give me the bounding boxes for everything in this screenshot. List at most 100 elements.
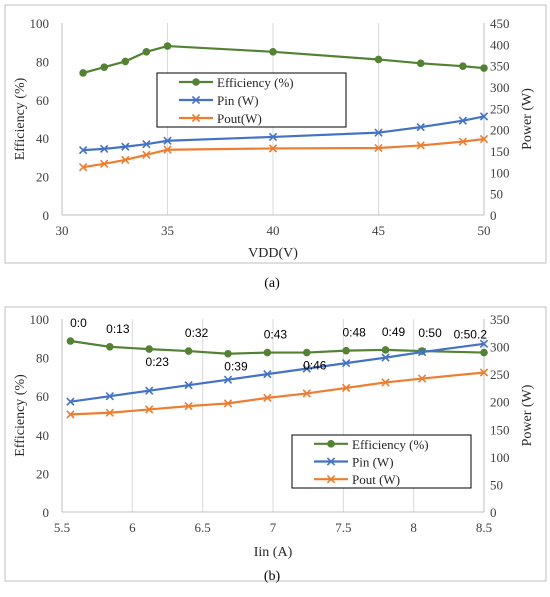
data-point-efficiency — [269, 48, 277, 56]
data-label: 0:39 — [224, 360, 248, 374]
data-point-pout-w — [263, 393, 272, 403]
data-point-pin-w — [341, 358, 351, 368]
data-point-efficiency — [142, 48, 151, 56]
series-line-pin-w — [83, 115, 485, 152]
data-point-pin-w — [163, 136, 172, 145]
data-point-pout-w — [479, 134, 489, 144]
data-point-pout-w — [417, 374, 427, 383]
y2-tick-label: 300 — [490, 340, 510, 355]
legend-label-pin-w: Pin (W) — [217, 93, 259, 108]
figure-caption: (a) — [264, 276, 280, 291]
y2-tick-label: 100 — [490, 450, 510, 465]
data-point-pout-w — [100, 159, 109, 168]
data-point-pin-w — [416, 122, 425, 132]
y-axis-title: Efficiency (%) — [13, 77, 28, 160]
chart-panel-b: 5.5 6 6.5 7 7.5 8 8.50204060801000501001502002… — [4, 306, 547, 584]
data-point-pout-w — [458, 137, 468, 146]
data-point-pin-w — [142, 140, 151, 149]
y2-axis-title: Power (W) — [520, 384, 535, 446]
y2-tick-label: 300 — [490, 80, 510, 95]
legend-label-pin-w: Pin (W) — [352, 455, 394, 470]
y-tick-label: 60 — [36, 389, 49, 404]
x-tick-label: 6.5 — [195, 520, 211, 535]
y-tick-label: 100 — [30, 312, 50, 327]
data-label: 0:43 — [264, 328, 288, 342]
y2-tick-label: 100 — [490, 165, 510, 180]
y-tick-label: 0 — [43, 505, 50, 520]
data-point-pin-w — [263, 369, 272, 379]
data-point-efficiency — [480, 348, 488, 357]
data-point-pout-w — [374, 143, 383, 153]
legend-marker-pin-w — [191, 95, 201, 105]
data-point-efficiency — [224, 349, 232, 358]
data-point-efficiency — [79, 69, 87, 77]
y2-tick-label: 250 — [490, 101, 510, 116]
data-point-pout-w — [142, 150, 151, 160]
y-tick-label: 80 — [36, 54, 49, 69]
data-label: 0:50 — [418, 326, 442, 340]
y2-tick-label: 0 — [490, 208, 497, 223]
data-point-pin-w — [417, 347, 427, 357]
x-tick-label: 8.5 — [476, 520, 492, 535]
y2-tick-label: 350 — [490, 59, 510, 74]
legend-marker-efficiency — [327, 440, 335, 448]
data-label: 0:13 — [106, 322, 130, 336]
x-tick-label: 5.5 — [54, 520, 70, 535]
x-axis-title: Iin (A) — [254, 545, 293, 560]
data-point-pout-w — [121, 155, 130, 165]
y2-tick-label: 400 — [490, 37, 510, 52]
legend-label-efficiency: Efficiency (%) — [217, 75, 294, 90]
y2-tick-label: 50 — [490, 187, 503, 202]
legend-marker-pout-w — [191, 113, 201, 123]
data-point-pin-w — [66, 397, 75, 406]
data-point-pout-w — [66, 410, 75, 419]
x-tick-label: 8 — [410, 520, 417, 535]
legend-marker-pin-w — [326, 457, 336, 466]
data-point-pin-w — [458, 116, 468, 125]
data-label: 0:48 — [342, 326, 366, 340]
series-line-efficiency — [82, 44, 485, 74]
y-axis-title: Efficiency (%) — [13, 374, 28, 457]
legend-label-efficiency: Efficiency (%) — [352, 437, 429, 452]
x-tick-label: 45 — [372, 223, 385, 238]
data-point-pin-w — [479, 339, 489, 348]
y-tick-label: 0 — [43, 208, 50, 223]
data-label: 0:50.2 — [454, 328, 488, 342]
data-point-pin-w — [374, 128, 383, 137]
data-point-efficiency — [416, 59, 425, 68]
x-tick-label: 40 — [267, 223, 280, 238]
data-point-pin-w — [105, 392, 114, 401]
data-point-pout-w — [381, 378, 390, 387]
data-point-pout-w — [145, 405, 154, 414]
legend-marker-efficiency — [192, 78, 200, 86]
y-tick-label: 20 — [36, 466, 49, 481]
data-point-efficiency — [263, 348, 272, 357]
data-point-pout-w — [78, 163, 88, 172]
y-tick-label: 100 — [30, 16, 50, 31]
data-point-pout-w — [223, 399, 233, 408]
x-tick-label: 7.5 — [335, 520, 351, 535]
data-point-efficiency — [121, 57, 130, 66]
y2-tick-label: 150 — [490, 144, 510, 159]
data-point-pin-w — [78, 145, 88, 155]
data-point-pin-w — [100, 144, 109, 154]
y2-axis-title: Power (W) — [520, 88, 535, 150]
data-point-pout-w — [268, 144, 278, 153]
chart-panel-a: 30 35 40 45 50020406080100050100150200250300… — [4, 4, 547, 291]
data-point-efficiency — [381, 346, 390, 354]
data-point-pout-w — [105, 408, 114, 417]
data-point-pin-w — [302, 364, 311, 373]
data-label: 0:23 — [146, 355, 170, 369]
y2-tick-label: 200 — [490, 395, 510, 410]
y-tick-label: 20 — [36, 170, 49, 185]
y2-tick-label: 250 — [490, 367, 510, 382]
x-axis-title: VDD(V) — [248, 246, 298, 261]
data-point-efficiency — [100, 63, 108, 71]
y-tick-label: 60 — [36, 93, 49, 108]
legend-label-pout-w: Pout (W) — [352, 472, 400, 487]
x-tick-label: 6 — [129, 520, 136, 535]
y-tick-label: 40 — [36, 428, 49, 443]
legend-marker-pout-w — [326, 475, 336, 484]
data-point-pin-w — [121, 142, 130, 151]
legend-label-pout-w: Pout(W) — [217, 111, 262, 126]
